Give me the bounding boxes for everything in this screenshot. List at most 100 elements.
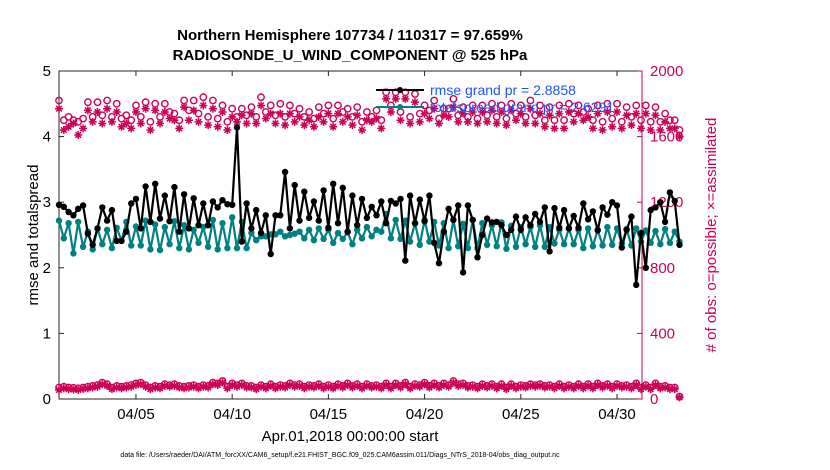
rmse-point (70, 212, 77, 219)
assimilated_low-marker (213, 381, 222, 390)
possible-marker (295, 104, 304, 113)
assimilated_low-marker (617, 383, 626, 392)
totalspread-point (483, 241, 491, 248)
assimilated_low-marker (435, 383, 444, 392)
assimilated-marker (536, 109, 545, 118)
totalspread-point (339, 235, 346, 243)
assimilated-marker (401, 94, 410, 103)
assimilated-marker (569, 117, 578, 126)
totalspread-point (103, 226, 111, 233)
possible-marker (661, 109, 669, 118)
assimilated-marker (579, 116, 588, 125)
totalspread-point (281, 233, 289, 240)
x-tick-label: 04/10 (213, 406, 251, 423)
totalspread-point (642, 227, 649, 234)
assimilated-marker (204, 121, 213, 130)
assimilated_low-marker (59, 384, 68, 393)
possible-marker (305, 108, 313, 116)
rmse-point (60, 203, 67, 210)
assimilated_low-marker (218, 378, 227, 387)
rmse-point (411, 220, 419, 227)
totalspread-point (65, 220, 72, 227)
possible-marker (584, 104, 592, 113)
assimilated-marker (127, 124, 136, 133)
rmse-point (368, 203, 375, 210)
rmse-point (257, 229, 265, 237)
totalspread-point (108, 244, 116, 252)
totalspread-point (661, 225, 669, 233)
assimilated-marker (131, 108, 140, 116)
assimilated_low-marker (141, 382, 150, 391)
assimilated-marker (444, 112, 453, 121)
possible-marker (314, 103, 323, 112)
assimilated-marker (261, 114, 270, 123)
assimilated-marker (646, 126, 655, 135)
assimilated_low-marker (670, 385, 679, 394)
totalspread-point (378, 228, 385, 235)
rmse-point (195, 222, 202, 229)
rmse-point (580, 200, 587, 207)
totalspread-point (75, 218, 82, 226)
assimilated_low-marker (276, 382, 285, 391)
x-tick-label: 04/30 (598, 406, 636, 423)
assimilated-marker (449, 103, 458, 112)
totalspread-point (358, 235, 366, 242)
rmse-point (79, 202, 87, 209)
assimilated_low-marker (560, 384, 569, 393)
assimilated_low-marker (74, 385, 83, 394)
rmse-point (238, 238, 245, 245)
assimilated_low-marker (497, 381, 506, 390)
assimilated-marker (59, 126, 68, 135)
possible-marker (79, 114, 88, 123)
legend-rmse-label: rmse grand pr = 2.8858 (430, 82, 576, 98)
assimilated_low-marker (406, 384, 415, 393)
data-file-footnote: data file: /Users/raeder/DAI/ATM_forcXX/… (120, 452, 560, 459)
totalspread-point (79, 243, 87, 250)
totalspread-point (541, 243, 548, 250)
assimilated_low-marker (430, 381, 439, 390)
assimilated-marker (324, 109, 333, 118)
assimilated-marker (329, 122, 338, 131)
assimilated_low-marker (232, 382, 241, 391)
assimilated-marker (122, 119, 131, 128)
assimilated-marker (656, 126, 665, 135)
totalspread-point (354, 226, 361, 233)
assimilated-marker (189, 106, 198, 115)
assimilated-marker (459, 109, 468, 118)
rmse-point (204, 222, 212, 229)
assimilated_low-marker (266, 381, 275, 390)
right-tick-label: 800 (650, 260, 675, 277)
assimilated-marker (507, 106, 516, 115)
assimilated_low-marker (146, 385, 155, 394)
totalspread-point (152, 221, 159, 228)
totalspread-point (128, 242, 135, 249)
possible-marker (199, 93, 208, 102)
totalspread-point (243, 244, 250, 252)
rmse-point (243, 200, 250, 207)
assimilated_low-marker (521, 383, 530, 392)
assimilated-marker (502, 121, 511, 130)
totalspread-point (248, 229, 255, 237)
assimilated-marker (651, 111, 660, 120)
totalspread-point (363, 223, 371, 231)
assimilated_low-marker (651, 381, 660, 390)
assimilated_low-marker (180, 384, 189, 393)
assimilated-marker (93, 108, 102, 116)
assimilated_low-marker (285, 381, 294, 390)
rmse-point (676, 241, 683, 248)
totalspread-point (55, 217, 63, 224)
assimilated_low-marker (348, 383, 357, 392)
assimilated_low-marker (343, 381, 352, 390)
rmse-point (440, 228, 447, 235)
assimilated-marker (483, 117, 492, 126)
assimilated_low-marker (540, 383, 549, 392)
rmse-point (661, 218, 669, 226)
assimilated_low-marker (584, 381, 593, 390)
assimilated-marker (367, 117, 376, 126)
assimilated-marker (199, 101, 208, 110)
assimilated_low-marker (79, 384, 88, 393)
assimilated_low-marker (88, 383, 97, 392)
assimilated-marker (213, 122, 222, 131)
assimilated_low-marker (156, 384, 165, 393)
assimilated-marker (362, 116, 371, 125)
